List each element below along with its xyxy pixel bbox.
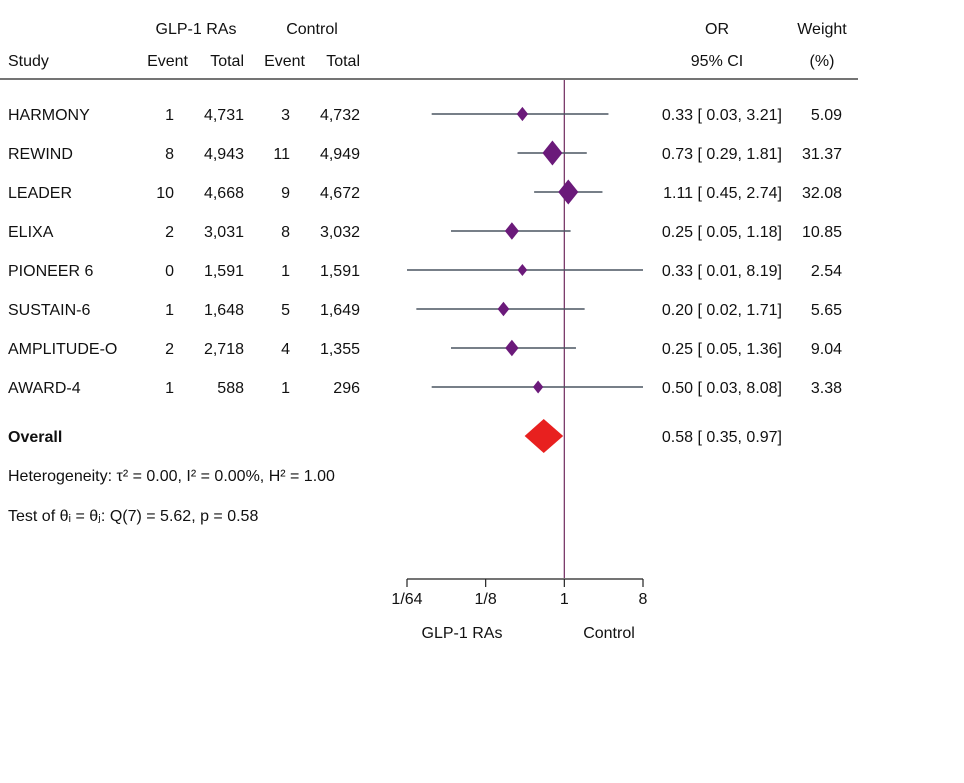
- weight-text: 9.04: [811, 341, 842, 358]
- table-row: ELIXA 2 3,031 8 3,032 0.25 [ 0.05, 1.18] 10.85: [8, 222, 842, 241]
- study-marker: [532, 380, 544, 394]
- x-tick-label: 1: [560, 591, 569, 608]
- overall-ci-text: 0.58 [ 0.35, 0.97]: [662, 429, 782, 446]
- g2-total: 4,732: [320, 107, 360, 124]
- x-tick-label: 1/64: [391, 591, 422, 608]
- ci-text: 0.25 [ 0.05, 1.36]: [662, 341, 782, 358]
- weight-text: 5.65: [811, 302, 842, 319]
- ci-text: 1.11 [ 0.45, 2.74]: [663, 185, 782, 202]
- weight-text: 5.09: [811, 107, 842, 124]
- study-marker: [497, 301, 510, 317]
- g1-event: 10: [156, 185, 174, 202]
- study-name: ELIXA: [8, 224, 54, 241]
- g1-event: 8: [165, 146, 174, 163]
- g1-total: 588: [217, 380, 244, 397]
- weight-text: 31.37: [802, 146, 842, 163]
- g2-event: 9: [281, 185, 290, 202]
- g2-total: 1,591: [320, 263, 360, 280]
- g1-total: 4,943: [204, 146, 244, 163]
- header-g2-event: Event: [264, 53, 305, 70]
- g2-event: 5: [281, 302, 290, 319]
- g2-event: 4: [281, 341, 290, 358]
- g2-event: 1: [281, 380, 290, 397]
- g2-event: 3: [281, 107, 290, 124]
- header-g1-total: Total: [210, 53, 244, 70]
- x-tick-label: 8: [639, 591, 648, 608]
- study-marker: [516, 106, 529, 122]
- study-rows: HARMONY 1 4,731 3 4,732 0.33 [ 0.03, 3.21] 5.0…: [8, 106, 842, 397]
- g1-total: 1,591: [204, 263, 244, 280]
- g2-total: 4,949: [320, 146, 360, 163]
- header-g1-event: Event: [147, 53, 188, 70]
- x-axis: 1/64 1/8 1 8: [391, 578, 648, 608]
- g1-total: 2,718: [204, 341, 244, 358]
- ci-text: 0.33 [ 0.01, 8.19]: [662, 263, 782, 280]
- g1-event: 1: [165, 302, 174, 319]
- header-weight: Weight: [797, 21, 847, 38]
- study-name: REWIND: [8, 146, 73, 163]
- study-name: SUSTAIN-6: [8, 302, 90, 319]
- ci-text: 0.33 [ 0.03, 3.21]: [662, 107, 782, 124]
- table-row: PIONEER 6 0 1,591 1 1,591 0.33 [ 0.01, 8.19] 2…: [8, 263, 842, 280]
- g1-event: 0: [165, 263, 174, 280]
- g2-total: 296: [333, 380, 360, 397]
- x-tick-label: 1/8: [475, 591, 497, 608]
- header-group2-title: Control: [286, 21, 338, 38]
- table-row: HARMONY 1 4,731 3 4,732 0.33 [ 0.03, 3.21] 5.0…: [8, 106, 842, 124]
- ci-text: 0.25 [ 0.05, 1.18]: [662, 224, 782, 241]
- g1-total: 1,648: [204, 302, 244, 319]
- study-name: AWARD-4: [8, 380, 81, 397]
- heterogeneity-text: Heterogeneity: τ² = 0.00, I² = 0.00%, H²…: [8, 468, 335, 485]
- header-or: OR: [705, 21, 729, 38]
- header-group1-title: GLP-1 RAs: [156, 21, 237, 38]
- study-marker: [517, 263, 528, 277]
- ci-text: 0.20 [ 0.02, 1.71]: [662, 302, 782, 319]
- table-row: SUSTAIN-6 1 1,648 5 1,649 0.20 [ 0.02, 1.71] 5…: [8, 301, 842, 319]
- study-marker: [558, 179, 579, 205]
- study-name: LEADER: [8, 185, 72, 202]
- g1-event: 1: [165, 107, 174, 124]
- weight-text: 10.85: [802, 224, 842, 241]
- study-name: PIONEER 6: [8, 263, 93, 280]
- g1-total: 4,731: [204, 107, 244, 124]
- g2-total: 1,355: [320, 341, 360, 358]
- axis-label-right: Control: [583, 625, 635, 642]
- overall-diamond: [524, 419, 564, 453]
- axis-label-left: GLP-1 RAs: [422, 625, 503, 642]
- g1-event: 2: [165, 224, 174, 241]
- ci-text: 0.73 [ 0.29, 1.81]: [662, 146, 782, 163]
- g2-total: 3,032: [320, 224, 360, 241]
- g1-total: 4,668: [204, 185, 244, 202]
- g1-event: 2: [165, 341, 174, 358]
- ci-text: 0.50 [ 0.03, 8.08]: [662, 380, 782, 397]
- study-name: HARMONY: [8, 107, 90, 124]
- header-ci: 95% CI: [691, 53, 743, 70]
- table-row: LEADER 10 4,668 9 4,672 1.11 [ 0.45, 2.74] 32.…: [8, 179, 842, 205]
- study-name: AMPLITUDE-O: [8, 341, 117, 358]
- header-study: Study: [8, 53, 49, 70]
- g2-event: 8: [281, 224, 290, 241]
- study-marker: [542, 140, 563, 166]
- weight-text: 32.08: [802, 185, 842, 202]
- g2-event: 1: [281, 263, 290, 280]
- overall-label: Overall: [8, 429, 62, 446]
- table-row: AWARD-4 1 588 1 296 0.50 [ 0.03, 8.08] 3.38: [8, 380, 842, 397]
- header-g2-total: Total: [326, 53, 360, 70]
- g2-total: 1,649: [320, 302, 360, 319]
- g1-event: 1: [165, 380, 174, 397]
- table-row: REWIND 8 4,943 11 4,949 0.73 [ 0.29, 1.81] 31.…: [8, 140, 842, 166]
- weight-text: 3.38: [811, 380, 842, 397]
- g2-event: 11: [273, 146, 290, 163]
- test-text: Test of θᵢ = θⱼ: Q(7) = 5.62, p = 0.58: [8, 508, 258, 525]
- header-weight-unit: (%): [810, 53, 835, 70]
- weight-text: 2.54: [811, 263, 842, 280]
- table-row: AMPLITUDE-O 2 2,718 4 1,355 0.25 [ 0.05, 1.36…: [8, 339, 842, 358]
- g2-total: 4,672: [320, 185, 360, 202]
- study-marker: [505, 339, 519, 357]
- study-marker: [504, 222, 519, 240]
- g1-total: 3,031: [204, 224, 244, 241]
